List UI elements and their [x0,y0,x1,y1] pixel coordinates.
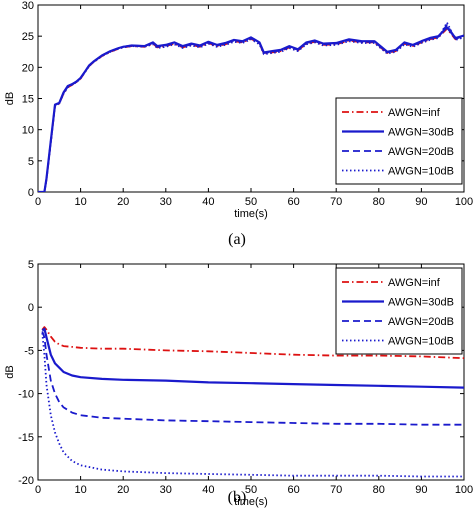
x-tick-label: 90 [415,484,427,496]
x-tick-label: 70 [330,484,342,496]
y-tick-label: -10 [18,389,34,401]
x-tick-label: 20 [117,196,129,208]
legend-label: AWGN=inf [388,277,441,289]
x-tick-label: 50 [245,484,257,496]
legend-label: AWGN=30dB [388,297,454,309]
x-tick-label: 0 [35,484,41,496]
x-axis-label: time(s) [234,208,268,220]
legend-label: AWGN=30dB [388,127,454,139]
legend-label: AWGN=20dB [388,146,454,158]
chart-panel-a: 0 10 20 30 40 50 60 70 80 90 100 0 5 10 15 20 25 30 time(s… [4,0,473,220]
y-axis-label: dB [4,92,16,105]
y-tick-label: 5 [28,156,34,168]
x-tick-label: 10 [74,196,86,208]
y-tick-label: 5 [28,259,34,271]
legend-label: AWGN=10dB [388,166,454,178]
x-tick-label: 80 [373,484,385,496]
x-tick-label: 40 [202,484,214,496]
x-tick-label: 30 [160,484,172,496]
legend-label: AWGN=20dB [388,316,454,328]
x-tick-label: 100 [455,484,473,496]
x-tick-label: 10 [74,484,86,496]
x-tick-label: 90 [415,196,427,208]
y-axis-label: dB [4,365,16,378]
y-tick-label: 30 [22,0,34,12]
x-tick-label: 60 [287,196,299,208]
y-tick-label: -20 [18,475,34,487]
x-tick-label: 0 [35,196,41,208]
y-tick-label: -15 [18,432,34,444]
y-tick-label: 0 [28,187,34,199]
series-line-awgn-10db [41,333,464,478]
y-tick-label: 20 [22,62,34,74]
x-axis-label: time(s) [234,496,268,508]
y-tick-label: 10 [22,125,34,137]
y-tick-label: -5 [24,345,34,357]
x-tick-label: 100 [455,196,473,208]
x-tick-label: 60 [287,484,299,496]
x-tick-label: 70 [330,196,342,208]
series-line-awgn-20db [41,331,464,426]
caption-b: (b) [228,489,247,506]
series-line-awgn-20db [38,23,464,192]
x-tick-label: 20 [117,484,129,496]
y-tick-label: 0 [28,302,34,314]
y-tick-label: 25 [22,31,34,43]
legend-label: AWGN=10dB [388,336,454,348]
caption-a: (a) [228,231,246,248]
x-tick-label: 30 [160,196,172,208]
series-line-awgn-inf [41,326,464,360]
series-line-awgn-30db [41,327,464,389]
y-tick-label: 15 [22,94,34,106]
chart-panel-b: 0 10 20 30 40 50 60 70 80 90 100 -20 -15 -10 -5 0 5 time(… [4,259,473,508]
series-line-awgn-10db [38,21,464,192]
x-tick-label: 50 [245,196,257,208]
legend-label: AWGN=inf [388,107,441,119]
x-tick-label: 80 [373,196,385,208]
x-tick-label: 40 [202,196,214,208]
